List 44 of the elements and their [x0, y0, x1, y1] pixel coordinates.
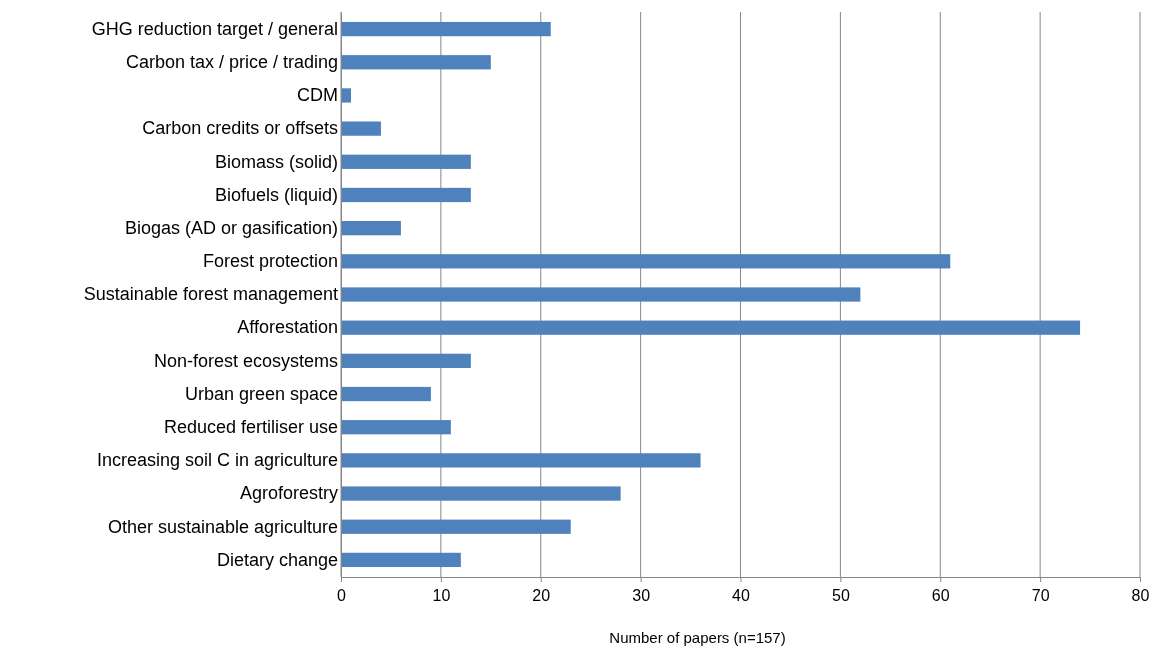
bar [341, 55, 491, 70]
y-tick-label: Increasing soil C in agriculture [96, 450, 338, 471]
x-tick-label: 30 [632, 587, 651, 605]
bar [341, 187, 471, 203]
y-tick-label: Biofuels (liquid) [214, 184, 338, 205]
y-tick-label: Sustainable forest management [83, 284, 338, 305]
x-tick-label: 80 [1131, 587, 1150, 605]
x-tick-label: 50 [831, 587, 850, 605]
bar [341, 221, 401, 236]
bar [341, 21, 551, 37]
x-tick-label: 40 [732, 587, 750, 605]
x-tick-label: 20 [532, 587, 551, 605]
bar [341, 353, 471, 368]
y-tick-label: Other sustainable agriculture [107, 516, 338, 537]
y-tick-label: Carbon tax / price / trading [125, 52, 338, 73]
x-axis-title: Number of papers (n=157) [609, 629, 786, 646]
bar [341, 386, 431, 402]
y-tick-label: Dietary change [216, 549, 338, 570]
bar [341, 320, 1081, 335]
x-tick-label: 10 [432, 587, 451, 605]
bar [341, 552, 461, 568]
bar [341, 519, 571, 534]
y-tick-label: Forest protection [202, 251, 338, 272]
y-tick-label: Reduced fertiliser use [163, 416, 338, 437]
bar [341, 420, 451, 435]
bar [341, 287, 861, 302]
bar [341, 453, 701, 468]
y-tick-label: CDM [297, 85, 338, 106]
x-tick-label: 60 [931, 587, 950, 605]
y-tick-label: Non-forest ecosystems [153, 350, 338, 371]
y-tick-label: Agroforestry [239, 483, 338, 504]
y-tick-label: Carbon credits or offsets [142, 118, 338, 139]
bar [341, 254, 951, 269]
x-tick-label: 70 [1031, 587, 1050, 605]
bar [341, 486, 621, 501]
y-tick-label: Afforestation [237, 317, 338, 338]
x-tick-label: 0 [337, 587, 347, 605]
bar [341, 154, 471, 169]
y-tick-label: Urban green space [184, 383, 338, 404]
bar [341, 121, 381, 136]
bar [341, 88, 351, 103]
y-tick-label: Biogas (AD or gasification) [124, 217, 338, 238]
y-tick-label: GHG reduction target / general [91, 18, 338, 39]
y-tick-label: Biomass (solid) [214, 151, 338, 172]
